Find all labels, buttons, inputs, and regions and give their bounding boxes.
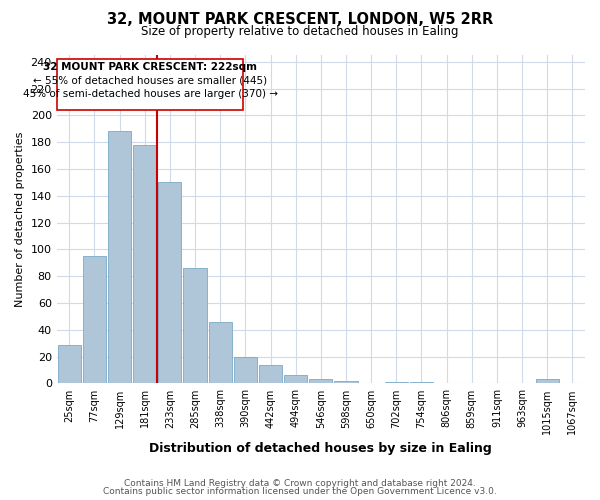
Bar (385, 382, 408, 384)
Bar (259, 364, 282, 384)
Bar (209, 322, 232, 384)
Bar (309, 380, 332, 384)
Text: 45% of semi-detached houses are larger (370) →: 45% of semi-detached houses are larger (… (23, 89, 278, 99)
Text: 32, MOUNT PARK CRESCENT, LONDON, W5 2RR: 32, MOUNT PARK CRESCENT, LONDON, W5 2RR (107, 12, 493, 28)
Text: Size of property relative to detached houses in Ealing: Size of property relative to detached ho… (141, 25, 459, 38)
Bar (58, 344, 81, 384)
Bar (536, 380, 559, 384)
FancyBboxPatch shape (57, 59, 244, 110)
Bar (158, 182, 181, 384)
X-axis label: Distribution of detached houses by size in Ealing: Distribution of detached houses by size … (149, 442, 492, 455)
Bar (83, 256, 106, 384)
Text: Contains HM Land Registry data © Crown copyright and database right 2024.: Contains HM Land Registry data © Crown c… (124, 478, 476, 488)
Bar (234, 356, 257, 384)
Y-axis label: Number of detached properties: Number of detached properties (15, 132, 25, 307)
Bar (108, 132, 131, 384)
Bar (284, 376, 307, 384)
Bar (184, 268, 206, 384)
Bar (133, 145, 156, 384)
Text: 32 MOUNT PARK CRESCENT: 222sqm: 32 MOUNT PARK CRESCENT: 222sqm (43, 62, 257, 72)
Text: ← 55% of detached houses are smaller (445): ← 55% of detached houses are smaller (44… (33, 76, 268, 86)
Bar (410, 382, 433, 384)
Text: Contains public sector information licensed under the Open Government Licence v3: Contains public sector information licen… (103, 487, 497, 496)
Bar (334, 380, 358, 384)
